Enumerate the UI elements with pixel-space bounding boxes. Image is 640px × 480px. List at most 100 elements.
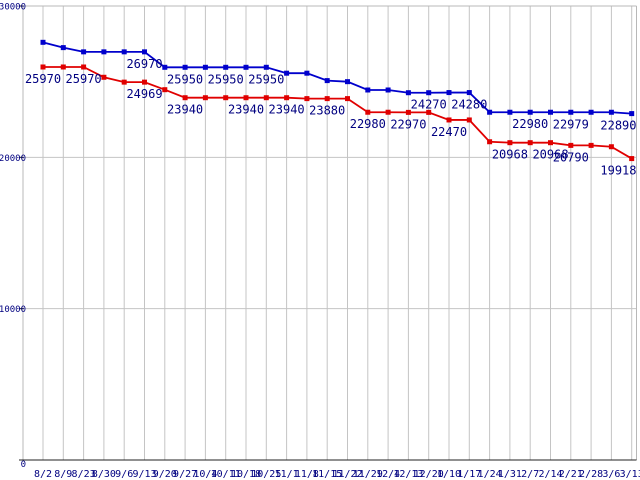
lower-red-series-point-label: 24969	[126, 87, 162, 101]
upper-blue-series-point-marker	[223, 64, 229, 70]
lower-red-series-point-label: 22970	[390, 117, 426, 131]
lower-red-series-point-marker	[223, 95, 229, 101]
upper-blue-series-point-label: 25950	[208, 72, 244, 86]
lower-red-series-point-label: 20790	[553, 150, 589, 164]
lower-red-series-point-label: 23880	[309, 104, 345, 118]
lower-red-series-point-label: 19918	[600, 164, 636, 178]
upper-blue-series-point-marker	[202, 64, 208, 70]
x-tick-label: 11/1	[275, 469, 299, 480]
upper-blue-series-point-marker	[629, 111, 635, 117]
lower-red-series-point-marker	[142, 79, 147, 85]
lower-red-series-point-marker	[466, 117, 472, 123]
x-tick-label: 10/11	[211, 469, 241, 480]
upper-blue-series-point-marker	[121, 49, 127, 55]
lower-red-series-point-marker	[243, 95, 249, 101]
upper-blue-series-point-marker	[345, 79, 350, 85]
x-tick-label: 9/13	[132, 469, 156, 480]
y-tick-label: 10000	[0, 305, 26, 315]
x-tick-label: 9/27	[173, 469, 197, 480]
lower-red-series-point-marker	[365, 109, 371, 115]
lower-red-series-point-marker	[548, 140, 553, 146]
lower-red-series-point-label: 22470	[431, 125, 467, 139]
upper-blue-series-point-marker	[365, 87, 371, 93]
upper-blue-series-point-marker	[588, 109, 594, 115]
lower-red-series-point-marker	[162, 87, 168, 93]
lower-red-series-point-label: 25970	[66, 72, 102, 86]
lower-red-series-point-marker	[40, 64, 46, 70]
x-tick-label: 10/18	[231, 469, 261, 480]
lower-red-series-point-label: 20968	[492, 148, 528, 162]
x-tick-label: 1/10	[437, 469, 461, 480]
lower-red-series-point-marker	[60, 64, 66, 70]
upper-blue-series-point-marker	[446, 90, 452, 96]
y-tick-label: 20000	[0, 154, 26, 164]
lower-red-series-point-marker	[182, 95, 188, 101]
upper-blue-series-line	[42, 41, 632, 115]
lower-red-series-point-marker	[507, 140, 513, 146]
x-tick-label: 1/31	[498, 469, 522, 480]
x-tick-label: 12/20	[414, 469, 444, 480]
upper-blue-series-point-marker	[507, 109, 513, 115]
lower-red-series-point-marker	[588, 142, 594, 148]
lower-red-series-line	[43, 66, 633, 160]
upper-blue-series-point-label: 26970	[126, 57, 162, 71]
x-tick-label: 10/4	[193, 469, 217, 480]
lower-red-series-point-label: 20968	[532, 148, 568, 162]
upper-blue-series-point-marker	[263, 64, 269, 70]
lower-red-series-point-marker	[405, 109, 411, 115]
x-tick-label: 8/23	[72, 469, 96, 480]
x-tick-label: 3/13	[620, 469, 640, 480]
upper-blue-series-point-marker	[243, 64, 249, 70]
x-tick-label: 2/21	[559, 469, 583, 480]
x-tick-label: 1/24	[478, 469, 502, 480]
upper-blue-series-point-label: 25950	[248, 72, 284, 86]
upper-blue-series-point-marker	[426, 90, 432, 96]
lower-red-series-point-label: 23940	[228, 103, 264, 117]
lower-red-series-point-marker	[426, 109, 432, 115]
x-tick-label: 11/8	[295, 469, 319, 480]
lower-red-series-point-marker	[324, 96, 330, 102]
x-tick-label: 11/29	[353, 469, 383, 480]
lower-red-series-point-label: 25970	[25, 72, 61, 86]
upper-blue-series-point-marker	[142, 49, 147, 55]
x-tick-label: 9/6	[115, 469, 133, 480]
lower-red-series-point-marker	[263, 95, 269, 101]
lower-red-series-point-marker	[487, 139, 493, 145]
lower-red-series-point-marker	[446, 117, 452, 123]
upper-blue-series-point-marker	[324, 78, 330, 84]
upper-blue-series-point-marker	[568, 109, 574, 115]
y-tick-label: 30000	[0, 3, 26, 13]
upper-blue-series-point-marker	[527, 109, 533, 115]
x-tick-label: 8/2	[34, 469, 52, 480]
upper-blue-series-point-label: 22979	[553, 117, 589, 131]
lower-red-series-point-marker	[527, 140, 533, 146]
upper-blue-series-point-marker	[548, 109, 553, 115]
upper-blue-series-point-marker	[284, 70, 290, 76]
upper-blue-series-point-marker	[487, 109, 493, 115]
lower-red-series-point-marker	[121, 79, 127, 85]
upper-blue-series-point-marker	[466, 90, 472, 96]
lower-red-series-point-marker	[608, 144, 614, 150]
upper-blue-series-point-marker	[608, 109, 614, 115]
lower-red-series-point-marker	[101, 74, 107, 80]
upper-blue-series-point-marker	[162, 64, 168, 70]
x-tick-label: 11/22	[332, 469, 362, 480]
lower-red-series-point-marker	[629, 156, 635, 162]
lower-red-series-point-label: 22980	[350, 117, 386, 131]
upper-blue-series-point-marker	[385, 87, 391, 93]
x-tick-label: 8/30	[92, 469, 116, 480]
upper-blue-series-point-marker	[40, 39, 46, 45]
x-tick-label: 2/7	[521, 469, 539, 480]
x-tick-label: 12/4	[376, 469, 400, 480]
upper-blue-series-point-marker	[405, 90, 411, 96]
x-tick-label: 10/25	[251, 469, 281, 480]
upper-blue-series-point-label: 22980	[512, 117, 548, 131]
lower-red-series-point-label: 23940	[167, 103, 203, 117]
lower-red-series-point-marker	[284, 95, 290, 101]
x-tick-label: 8/9	[54, 469, 72, 480]
y-tick-label: 0	[21, 460, 26, 470]
upper-blue-series-point-marker	[182, 64, 188, 70]
